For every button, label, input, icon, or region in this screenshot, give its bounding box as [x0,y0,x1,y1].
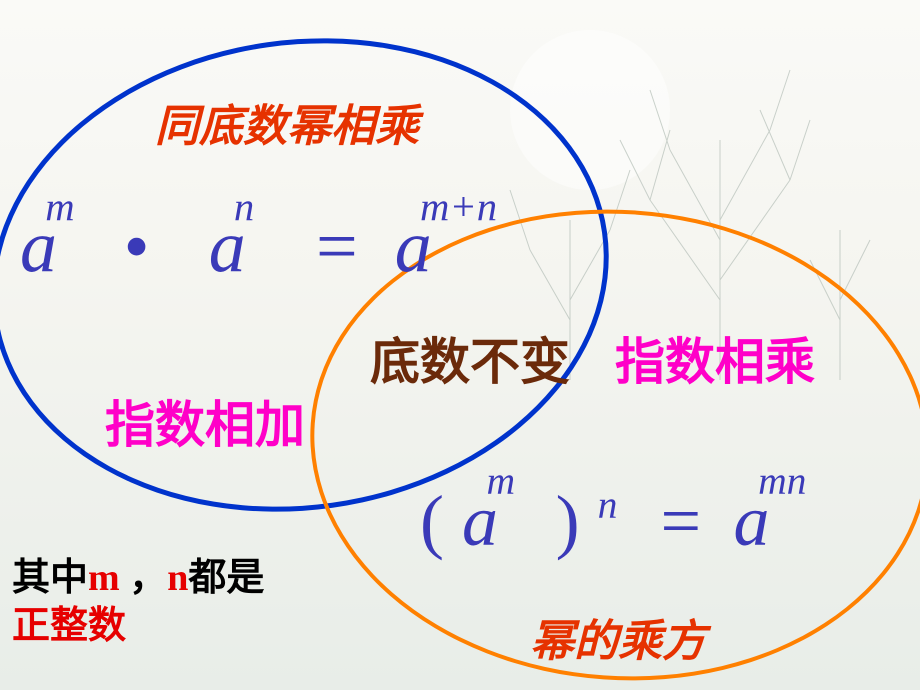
right-label: 指数相乘 [615,322,815,394]
f1-mpn: m+n [420,183,497,230]
bottom-title: 幂的乘方 [530,605,706,669]
center-label: 底数不变 [370,322,570,394]
formula-power-of-power: ( am ) n = amn [420,480,770,563]
footnote-n: n [167,557,188,599]
f2-lparen: ( [420,481,444,561]
footnote-prefix: 其中 [12,557,88,599]
footnote-m: m [88,557,120,599]
top-title: 同底数幂相乘 [155,90,419,154]
f1-eq: = [316,206,358,288]
footnote-comma: ， [120,557,168,599]
formula-same-base: am • an = am+n [20,205,432,290]
footnote-line2: 正整数 [12,605,126,647]
footnote-suffix: 都是 [188,557,264,599]
f2-rparen: ) [556,481,580,561]
f2-m: m [487,458,516,504]
f2-mn: mn [758,458,806,504]
f2-n: n [598,483,618,527]
f2-eq: = [661,481,702,561]
footnote: 其中m ，n都是 正整数 [12,555,264,650]
f1-m: m [45,183,74,230]
f1-n: n [234,183,254,230]
left-label: 指数相加 [105,385,305,457]
f1-dot: • [124,206,150,288]
